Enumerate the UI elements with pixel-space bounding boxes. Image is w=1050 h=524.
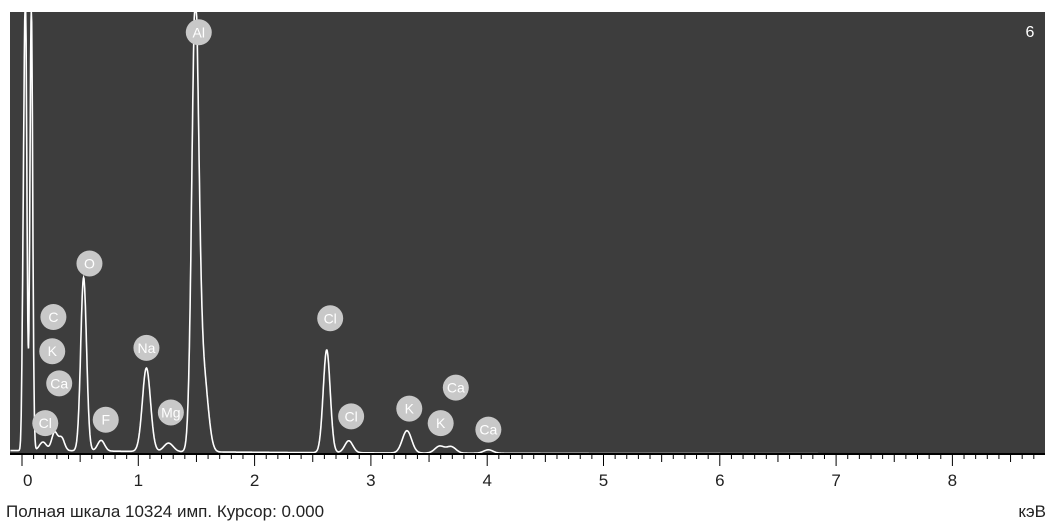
peak-label-text: Cl <box>39 415 52 431</box>
peak-label-text: Na <box>137 340 155 356</box>
peak-label-text: C <box>48 309 58 325</box>
peak-label-circle <box>185 19 212 46</box>
peak-label-c-2: C <box>40 303 67 330</box>
corner-label: 6 <box>1026 24 1035 41</box>
peak-label-circle <box>40 303 67 330</box>
peak-label-k-11: K <box>396 395 423 422</box>
peak-label-circle <box>442 374 469 401</box>
x-axis-ticks <box>21 454 1035 466</box>
x-axis-unit: кэВ <box>1018 502 1046 521</box>
plot-area <box>10 12 1045 454</box>
peak-label-ca-13: Ca <box>442 374 469 401</box>
peak-label-text: Al <box>193 24 205 40</box>
peak-label-text: O <box>84 255 95 271</box>
peak-label-text: Ca <box>447 380 465 396</box>
x-tick-label-8: 8 <box>948 471 957 490</box>
x-tick-label-0: 0 <box>23 471 32 490</box>
peak-label-cl-9: Cl <box>317 305 344 332</box>
status-bar-text: Полная шкала 10324 имп. Курсор: 0.000 <box>6 502 325 521</box>
peak-label-circle <box>396 395 423 422</box>
peak-label-circle <box>133 334 160 361</box>
peak-label-text: Cl <box>324 310 337 326</box>
peak-label-circle <box>46 370 73 397</box>
x-tick-label-6: 6 <box>715 471 724 490</box>
peak-label-circle <box>338 403 365 430</box>
peak-label-text: Mg <box>161 404 180 420</box>
peak-label-k-12: K <box>427 410 454 437</box>
peak-label-cl-10: Cl <box>338 403 365 430</box>
peak-label-text: Ca <box>50 375 68 391</box>
peak-label-o-1: O <box>76 250 103 277</box>
peak-label-circle <box>475 416 502 443</box>
peak-label-k-3: K <box>39 338 66 365</box>
peak-label-cl-5: Cl <box>32 410 59 437</box>
x-tick-label-2: 2 <box>250 471 259 490</box>
peak-label-al-0: Al <box>185 19 212 46</box>
x-tick-label-5: 5 <box>599 471 608 490</box>
peak-label-ca-14: Ca <box>475 416 502 443</box>
peak-label-text: Ca <box>479 422 497 438</box>
peak-label-circle <box>39 338 66 365</box>
peak-label-text: F <box>101 412 110 428</box>
peak-label-text: K <box>436 415 446 431</box>
peak-labels: Al O C K Ca Cl F Na Mg Cl Cl K K Ca Ca <box>32 19 502 443</box>
peak-label-ca-4: Ca <box>46 370 73 397</box>
peak-label-circle <box>32 410 59 437</box>
x-tick-label-1: 1 <box>134 471 143 490</box>
peak-label-circle <box>317 305 344 332</box>
peak-label-mg-8: Mg <box>157 399 184 426</box>
peak-label-circle <box>92 406 119 433</box>
x-tick-label-4: 4 <box>482 471 491 490</box>
peak-label-circle <box>427 410 454 437</box>
x-tick-label-3: 3 <box>366 471 375 490</box>
x-tick-label-7: 7 <box>831 471 840 490</box>
peak-label-circle <box>76 250 103 277</box>
peak-label-f-6: F <box>92 406 119 433</box>
peak-label-circle <box>157 399 184 426</box>
peak-label-text: K <box>48 343 58 359</box>
peak-label-text: Cl <box>345 408 358 424</box>
peak-label-text: K <box>405 401 415 417</box>
peak-label-na-7: Na <box>133 334 160 361</box>
x-axis-tick-labels: 0 1 2 3 4 5 6 7 8 <box>23 471 957 490</box>
